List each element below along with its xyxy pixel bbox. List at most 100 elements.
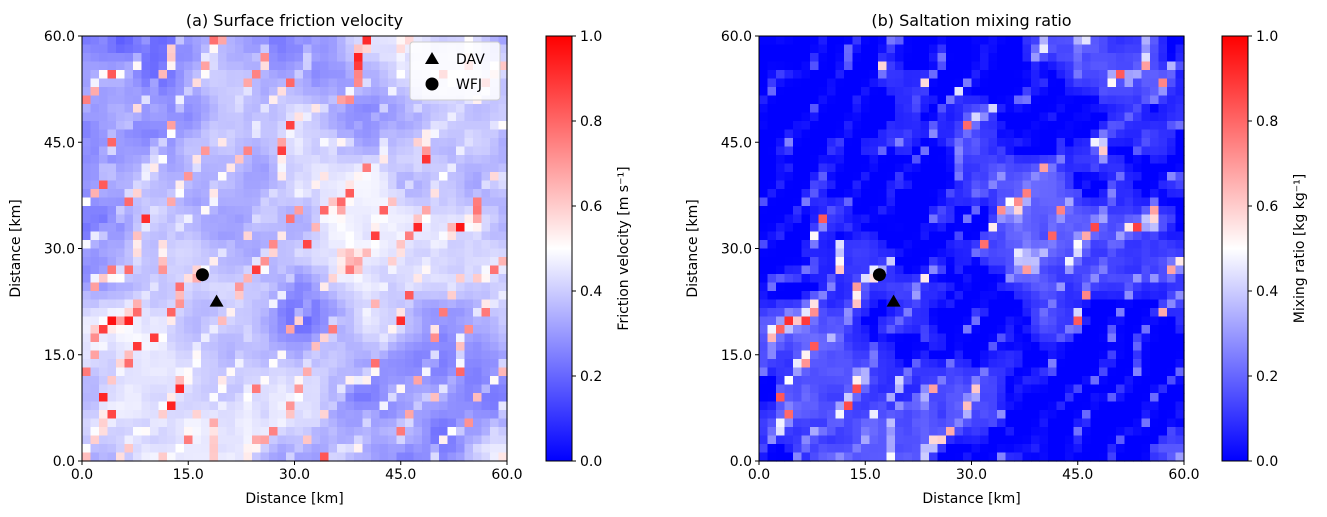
- heatmap-cell: [878, 53, 888, 63]
- heatmap-cell: [793, 189, 803, 199]
- heatmap-cell: [396, 410, 406, 420]
- heatmap-cell: [107, 427, 117, 437]
- heatmap-cell: [937, 44, 947, 54]
- heatmap-cell: [1056, 189, 1066, 199]
- heatmap-cell: [878, 376, 888, 386]
- heatmap-cell: [82, 206, 92, 216]
- heatmap-cell: [793, 444, 803, 454]
- heatmap-cell: [1082, 367, 1092, 377]
- heatmap-cell: [456, 393, 466, 403]
- heatmap-cell: [311, 418, 321, 428]
- heatmap-cell: [1116, 359, 1126, 369]
- heatmap-cell: [456, 163, 466, 173]
- heatmap-cell: [430, 206, 440, 216]
- heatmap-cell: [175, 129, 185, 139]
- heatmap-cell: [1124, 61, 1134, 71]
- heatmap-cell: [345, 78, 355, 88]
- heatmap-cell: [107, 350, 117, 360]
- heatmap-cell: [82, 104, 92, 114]
- heatmap-cell: [243, 138, 253, 148]
- heatmap-cell: [1056, 70, 1066, 80]
- heatmap-cell: [218, 418, 228, 428]
- heatmap-cell: [818, 410, 828, 420]
- heatmap-cell: [311, 367, 321, 377]
- heatmap-cell: [303, 291, 313, 301]
- heatmap-cell: [963, 121, 973, 131]
- heatmap-cell: [218, 121, 228, 131]
- heatmap-cell: [294, 333, 304, 343]
- heatmap-cell: [886, 240, 896, 250]
- heatmap-cell: [252, 274, 262, 284]
- heatmap-cell: [337, 342, 347, 352]
- heatmap-cell: [980, 248, 990, 258]
- heatmap-cell: [473, 401, 483, 411]
- heatmap-cell: [82, 333, 92, 343]
- heatmap-cell: [861, 231, 871, 241]
- heatmap-cell: [1124, 342, 1134, 352]
- heatmap-cell: [895, 282, 905, 292]
- heatmap-cell: [929, 231, 939, 241]
- heatmap-cell: [226, 44, 236, 54]
- heatmap-cell: [286, 418, 296, 428]
- heatmap-cell: [388, 138, 398, 148]
- heatmap-cell: [158, 180, 168, 190]
- heatmap-cell: [929, 214, 939, 224]
- heatmap-cell: [954, 223, 964, 233]
- heatmap-cell: [481, 333, 491, 343]
- heatmap-cell: [988, 384, 998, 394]
- heatmap-cell: [158, 129, 168, 139]
- heatmap-cell: [379, 316, 389, 326]
- heatmap-cell: [294, 129, 304, 139]
- heatmap-cell: [439, 384, 449, 394]
- heatmap-cell: [1082, 214, 1092, 224]
- heatmap-cell: [1065, 214, 1075, 224]
- heatmap-cell: [184, 180, 194, 190]
- heatmap-cell: [946, 367, 956, 377]
- heatmap-cell: [388, 325, 398, 335]
- heatmap-cell: [337, 214, 347, 224]
- heatmap-cell: [218, 61, 228, 71]
- heatmap-cell: [1107, 78, 1117, 88]
- heatmap-cell: [175, 274, 185, 284]
- heatmap-cell: [895, 291, 905, 301]
- heatmap-cell: [1090, 223, 1100, 233]
- heatmap-cell: [1039, 342, 1049, 352]
- heatmap-cell: [405, 206, 415, 216]
- heatmap-cell: [886, 384, 896, 394]
- heatmap-cell: [767, 427, 777, 437]
- heatmap-cell: [362, 376, 372, 386]
- heatmap-cell: [835, 316, 845, 326]
- heatmap-cell: [362, 248, 372, 258]
- heatmap-cell: [277, 172, 287, 182]
- heatmap-cell: [167, 333, 177, 343]
- heatmap-cell: [354, 291, 364, 301]
- heatmap-cell: [1073, 410, 1083, 420]
- heatmap-cell: [82, 418, 92, 428]
- heatmap-cell: [1073, 299, 1083, 309]
- heatmap-cell: [903, 257, 913, 267]
- heatmap-cell: [473, 274, 483, 284]
- heatmap-cell: [320, 78, 330, 88]
- heatmap-cell: [90, 384, 100, 394]
- heatmap-cell: [116, 384, 126, 394]
- heatmap-cell: [920, 163, 930, 173]
- heatmap-cell: [286, 316, 296, 326]
- heatmap-cell: [116, 206, 126, 216]
- heatmap-cell: [150, 265, 160, 275]
- heatmap-cell: [99, 112, 109, 122]
- heatmap-cell: [844, 163, 854, 173]
- heatmap-cell: [903, 248, 913, 258]
- heatmap-cell: [345, 401, 355, 411]
- heatmap-cell: [371, 257, 381, 267]
- heatmap-cell: [498, 308, 508, 318]
- heatmap-cell: [1167, 121, 1177, 131]
- heatmap-cell: [158, 299, 168, 309]
- heatmap-cell: [107, 104, 117, 114]
- heatmap-cell: [997, 299, 1007, 309]
- heatmap-cell: [396, 95, 406, 105]
- heatmap-cell: [218, 282, 228, 292]
- heatmap-cell: [107, 87, 117, 97]
- heatmap-cell: [997, 367, 1007, 377]
- heatmap-cell: [226, 197, 236, 207]
- heatmap-cell: [303, 359, 313, 369]
